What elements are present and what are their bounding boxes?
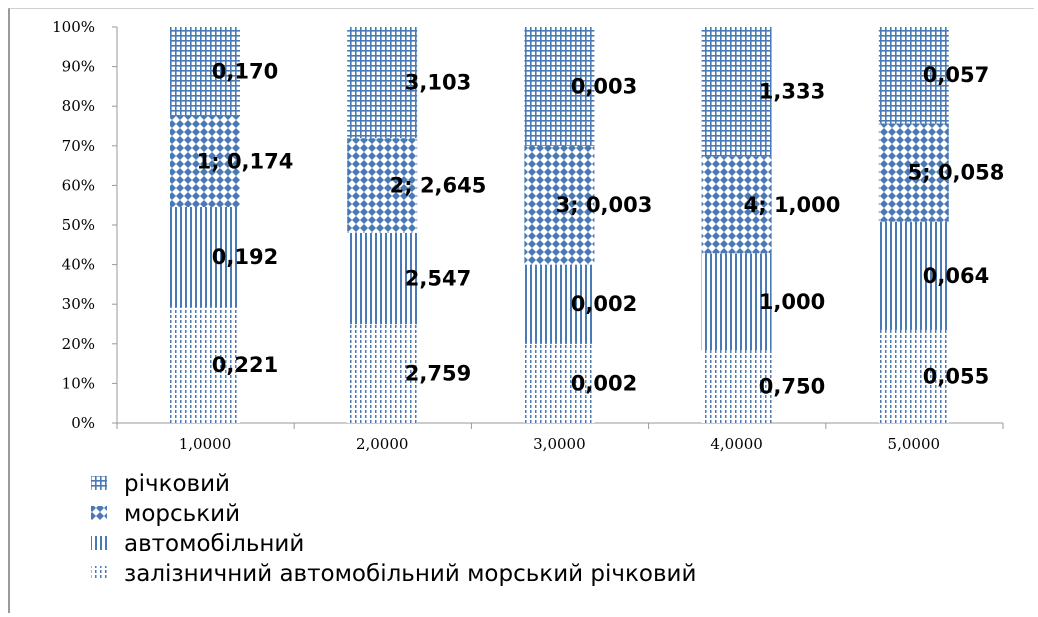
bar-segment [170,27,240,116]
x-tick-label: 3,0000 [533,435,586,453]
x-tick-label: 4,0000 [710,435,763,453]
bar-segment [878,329,949,423]
y-tick-label: 90% [62,58,95,76]
bar-segment [170,307,240,423]
bar-segment [524,264,595,344]
chart-frame [8,8,1034,613]
bar-segment [170,115,240,207]
bar-segment [524,145,595,265]
y-tick-label: 20% [62,335,95,353]
legend-swatch [91,506,107,520]
legend-swatch [91,566,107,580]
legend-entry-label: залізничний автомобільний морський річко… [124,561,696,587]
legend: річковий морський автомобільний залізничний… [91,471,696,587]
bar-segment [347,324,418,423]
bar-segment [701,253,772,351]
y-tick-label: 50% [62,216,95,234]
legend-swatch [91,476,107,490]
data-label: 0,750 [759,375,825,399]
data-label: 0,057 [923,63,989,87]
legend-entry-label: річковий [124,471,230,497]
data-label: 1,333 [759,80,825,104]
y-tick-label: 70% [62,137,95,155]
data-label: 3; 0,003 [556,193,653,217]
y-tick-label: 60% [62,176,95,194]
data-label: 0,170 [212,59,278,83]
data-label: 0,064 [923,264,989,288]
data-label: 0,003 [571,74,637,98]
legend-swatch [91,536,107,550]
data-label: 1,000 [759,290,825,314]
bar-segment [878,123,949,222]
data-label: 1; 0,174 [197,149,294,173]
bar-segment [347,27,418,139]
data-label: 0,002 [571,371,637,395]
bar-segment [347,138,418,233]
y-tick-label: 40% [62,256,95,274]
data-label: 0,192 [212,245,278,269]
bar-segment [524,343,595,423]
data-label: 0,002 [571,292,637,316]
bar-segment [701,156,772,254]
bar-segment [170,206,240,308]
y-tick-label: 80% [62,97,95,115]
data-label: 3,103 [405,71,471,95]
y-tick-label: 100% [52,18,95,36]
data-label: 4; 1,000 [744,193,841,217]
y-tick-label: 30% [62,295,95,313]
bar-segment [701,27,772,157]
bar-segment [347,232,418,325]
data-label: 5; 0,058 [908,161,1005,185]
bars [170,27,949,423]
y-tick-label: 0% [71,414,95,432]
data-labels: 0,221 0,192 1; 0,174 0,170 2,759 2,547 2; 2,64… [197,59,1005,398]
data-label: 0,221 [212,353,278,377]
x-tick-label: 5,0000 [888,435,941,453]
data-label: 0,055 [923,364,989,388]
data-label: 2,759 [405,362,471,386]
bar-segment [878,221,949,330]
bar-segment [878,27,949,124]
x-tick-label: 1,0000 [179,435,232,453]
x-tick-label: 2,0000 [356,435,409,453]
y-tick-label: 10% [62,374,95,392]
legend-entry-label: морський [124,501,240,527]
legend-entry-label: автомобільний [124,531,304,557]
bar-segment [524,27,595,146]
data-label: 2; 2,645 [390,174,487,198]
bar-segment [701,350,772,423]
axes: 0% 10% 20% 30% 40% 50% 60% 70% 80% 90% 100% 1,0000 2… [52,18,1004,453]
data-label: 2,547 [405,267,471,291]
